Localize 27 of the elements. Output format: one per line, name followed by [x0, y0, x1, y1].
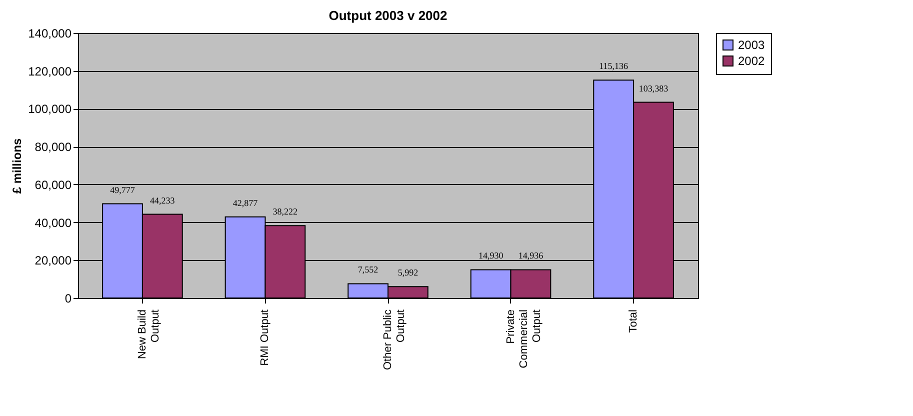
data-label: 49,777 — [110, 184, 136, 195]
data-label: 5,992 — [398, 268, 418, 278]
x-tick-label: Other Public Output — [382, 309, 407, 370]
x-tick-label: Total — [628, 310, 640, 333]
data-label: 103,383 — [638, 83, 669, 94]
data-label: 14,930 — [478, 250, 504, 261]
y-axis-title: £ millions — [10, 138, 24, 194]
data-label: 42,877 — [232, 198, 258, 208]
data-label: 115,136 — [599, 61, 629, 72]
y-tick-label: 20,000 — [34, 254, 72, 268]
legend-label: 2002 — [738, 54, 766, 68]
data-label: 38,222 — [272, 206, 298, 217]
data-label: 44,233 — [150, 195, 176, 206]
data-label: 7,552 — [358, 264, 378, 275]
y-tick-label: 100,000 — [28, 102, 72, 116]
x-tick-label: New Build Output — [136, 310, 162, 360]
legend-label: 2003 — [738, 38, 766, 52]
y-tick-label: 120,000 — [28, 64, 72, 78]
chart-title: Output 2003 v 2002 — [328, 8, 448, 23]
data-label: 14,936 — [518, 250, 544, 261]
y-tick-label: 140,000 — [28, 26, 72, 40]
x-tick-label: RMI Output — [259, 310, 272, 366]
y-tick-label: 0 — [64, 292, 72, 306]
y-tick-label: 60,000 — [34, 178, 72, 192]
y-tick-label: 40,000 — [34, 216, 72, 230]
x-tick-label: Private Commercial Output — [504, 310, 543, 368]
y-tick-label: 80,000 — [34, 140, 72, 154]
